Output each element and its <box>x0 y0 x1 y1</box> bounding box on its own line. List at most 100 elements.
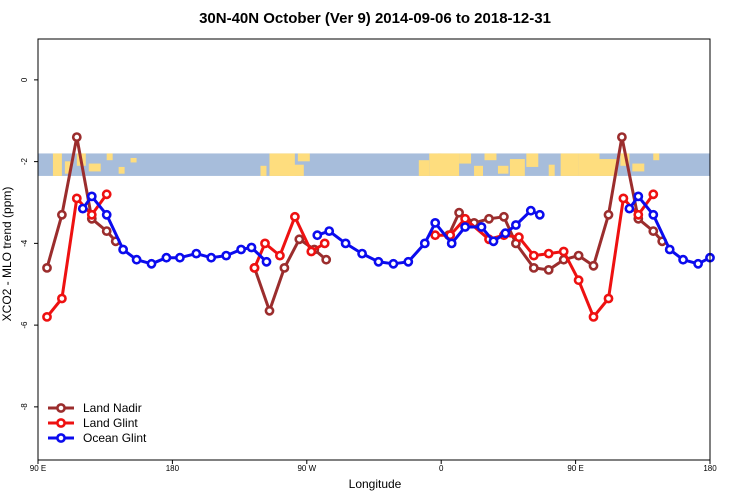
y-tick-label: -6 <box>20 321 29 329</box>
map-land <box>578 153 600 176</box>
data-point <box>306 246 317 257</box>
data-point <box>528 250 539 261</box>
x-tick-label: 90 W <box>297 464 316 473</box>
data-point <box>573 275 584 286</box>
data-point <box>648 189 659 200</box>
data-point <box>57 209 67 220</box>
map-land <box>620 153 630 166</box>
legend-label: Land Glint <box>83 416 138 430</box>
data-point <box>264 305 275 316</box>
data-point <box>454 207 464 218</box>
data-point <box>260 238 270 249</box>
data-point <box>419 238 430 249</box>
data-point <box>261 256 272 267</box>
map-land <box>438 153 460 176</box>
data-point <box>86 191 97 202</box>
data-point <box>525 205 536 216</box>
data-point <box>648 226 659 236</box>
data-point <box>77 203 88 214</box>
data-point <box>71 132 82 142</box>
map-land <box>653 153 660 161</box>
map-land <box>52 153 62 176</box>
y-axis: 0 -2 -4 -6 -8 <box>20 77 38 410</box>
data-point <box>146 258 157 269</box>
legend-item: Land Nadir <box>48 401 142 415</box>
data-point <box>618 193 629 204</box>
plot-frame <box>37 38 711 461</box>
map-land <box>88 163 101 172</box>
map-land <box>418 160 430 176</box>
data-point <box>588 311 599 322</box>
data-point <box>573 250 584 261</box>
map-land <box>269 153 295 176</box>
data-point <box>274 250 285 261</box>
legend-label: Land Nadir <box>83 401 142 415</box>
map-land <box>509 159 525 176</box>
data-point <box>528 262 539 273</box>
data-point <box>279 262 290 273</box>
map-land <box>484 153 497 161</box>
data-point <box>543 248 554 259</box>
map-land <box>106 153 113 161</box>
legend-marker <box>56 433 66 443</box>
data-point <box>101 189 112 200</box>
data-point <box>340 238 351 249</box>
data-point <box>460 222 470 232</box>
y-tick-label: -8 <box>20 403 29 411</box>
data-point <box>321 254 332 265</box>
data-point <box>221 250 232 261</box>
data-point <box>588 260 599 271</box>
map-land <box>297 153 310 162</box>
data-point <box>57 293 67 304</box>
data-point <box>633 191 644 202</box>
data-point <box>558 246 569 257</box>
map-land <box>459 153 472 164</box>
data-point <box>476 222 487 232</box>
data-point <box>603 293 614 304</box>
data-point <box>403 256 414 267</box>
x-tick-label: 180 <box>166 464 180 473</box>
x-axis-label: Longitude <box>349 477 402 491</box>
x-tick-label: 180 <box>703 464 717 473</box>
data-point <box>246 242 257 253</box>
data-point <box>534 209 545 220</box>
map-land <box>548 164 555 176</box>
legend-marker <box>56 418 66 428</box>
data-point <box>664 244 675 255</box>
data-point <box>500 228 511 239</box>
data-point <box>312 230 323 241</box>
data-point <box>624 203 635 214</box>
data-point <box>678 254 688 265</box>
data-point <box>319 238 330 249</box>
data-point <box>294 234 305 245</box>
series-layer <box>42 132 715 322</box>
data-point <box>249 262 260 273</box>
data-point <box>174 252 185 263</box>
y-tick-label: 0 <box>20 77 29 82</box>
x-tick-label: 0 <box>439 464 444 473</box>
x-tick-label: 90 E <box>567 464 583 473</box>
data-point <box>161 252 172 263</box>
data-point <box>357 248 367 259</box>
legend-marker <box>56 403 66 413</box>
data-point <box>86 209 97 220</box>
map-land <box>632 163 645 172</box>
data-point <box>289 211 300 222</box>
series-line <box>45 193 108 318</box>
data-point <box>101 209 112 220</box>
data-point <box>460 213 470 224</box>
map-land <box>599 159 618 176</box>
map-land <box>288 164 304 176</box>
data-point <box>511 220 521 230</box>
data-point <box>693 258 703 269</box>
map-land <box>260 165 267 176</box>
data-point <box>617 132 627 142</box>
data-point <box>603 209 614 220</box>
y-axis-label: XCO2 - MLO trend (ppm) <box>0 187 14 322</box>
series-land-nadir <box>42 132 668 316</box>
data-point <box>514 232 524 243</box>
map-land <box>474 165 484 176</box>
map-land <box>64 161 71 174</box>
data-point <box>488 236 499 247</box>
